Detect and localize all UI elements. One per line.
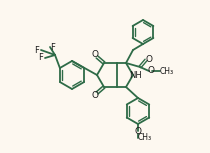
Text: O: O — [147, 65, 155, 75]
Text: O: O — [92, 50, 98, 59]
Text: O: O — [146, 54, 152, 63]
Text: CH₃: CH₃ — [138, 134, 152, 142]
Text: NH: NH — [129, 71, 141, 80]
Text: F: F — [39, 52, 43, 62]
Text: O: O — [134, 127, 142, 136]
Text: F: F — [35, 45, 39, 54]
Text: CH₃: CH₃ — [160, 67, 174, 75]
Text: O: O — [92, 91, 98, 100]
Text: F: F — [51, 43, 55, 52]
